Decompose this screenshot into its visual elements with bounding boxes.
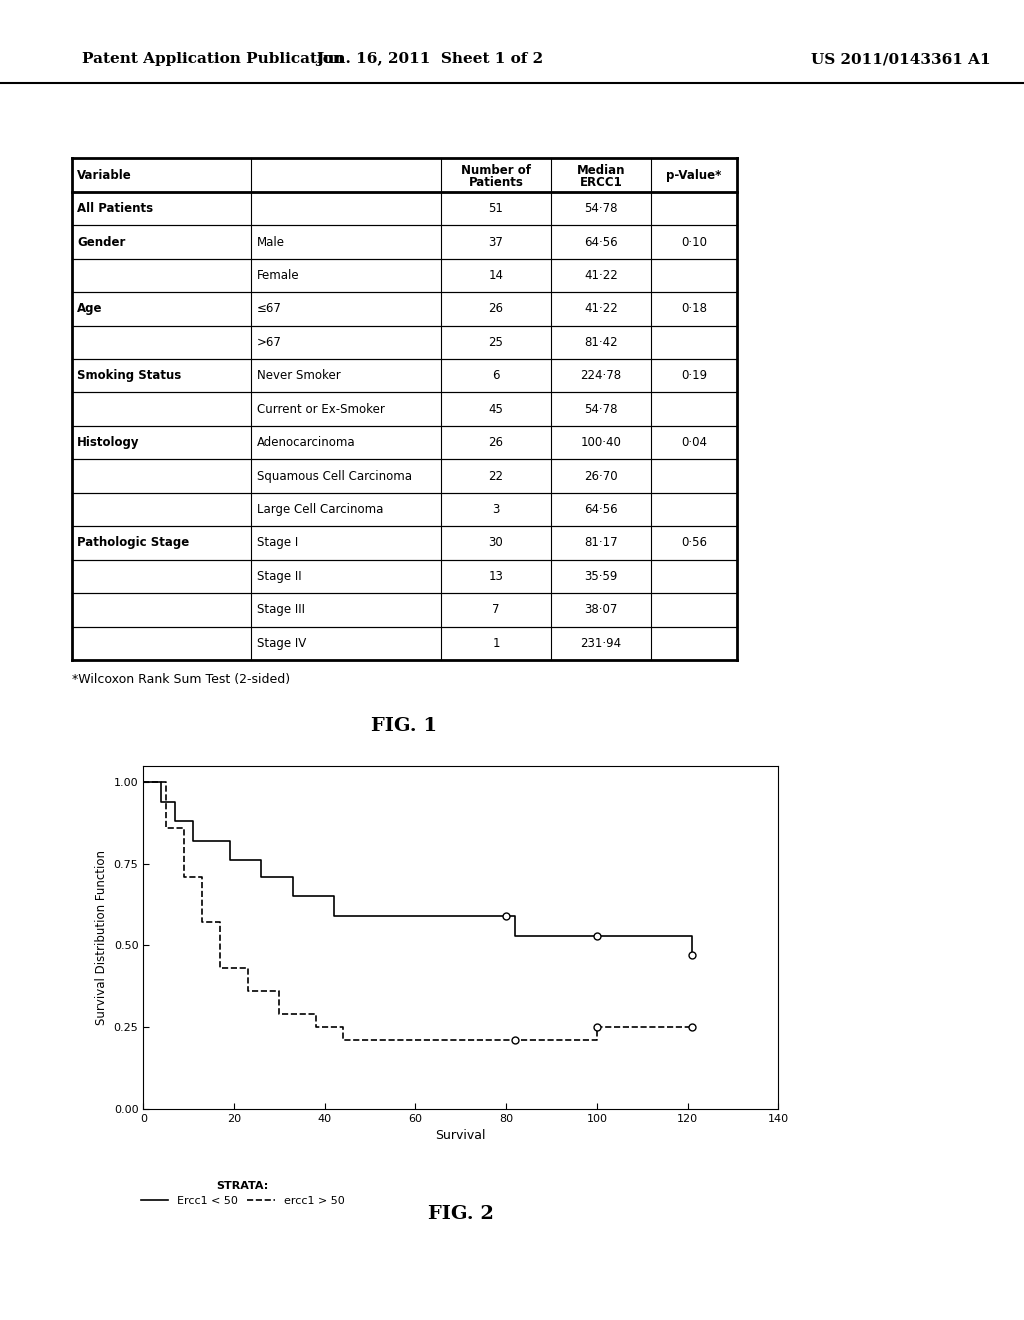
Text: Pathologic Stage: Pathologic Stage: [77, 536, 189, 549]
Text: 81·42: 81·42: [584, 335, 617, 348]
Text: >67: >67: [257, 335, 282, 348]
Y-axis label: Survival Distribution Function: Survival Distribution Function: [95, 850, 109, 1024]
Text: 25: 25: [488, 335, 504, 348]
Text: 35·59: 35·59: [584, 570, 617, 583]
Text: Smoking Status: Smoking Status: [77, 370, 181, 383]
Text: Current or Ex-Smoker: Current or Ex-Smoker: [257, 403, 385, 416]
Text: 38·07: 38·07: [584, 603, 617, 616]
Text: FIG. 1: FIG. 1: [372, 717, 437, 735]
Text: p-Value*: p-Value*: [667, 169, 722, 182]
Text: ≤67: ≤67: [257, 302, 282, 315]
Text: 6: 6: [493, 370, 500, 383]
Text: Squamous Cell Carcinoma: Squamous Cell Carcinoma: [257, 470, 412, 483]
Text: All Patients: All Patients: [77, 202, 154, 215]
Text: FIG. 2: FIG. 2: [428, 1205, 494, 1224]
Text: Female: Female: [257, 269, 299, 282]
X-axis label: Survival: Survival: [435, 1129, 486, 1142]
Text: 26: 26: [488, 436, 504, 449]
Text: 54·78: 54·78: [584, 403, 617, 416]
Text: Never Smoker: Never Smoker: [257, 370, 340, 383]
Text: 41·22: 41·22: [584, 302, 617, 315]
Text: 41·22: 41·22: [584, 269, 617, 282]
Text: Jun. 16, 2011  Sheet 1 of 2: Jun. 16, 2011 Sheet 1 of 2: [316, 51, 544, 66]
Text: 231·94: 231·94: [581, 636, 622, 649]
Text: Stage III: Stage III: [257, 603, 305, 616]
Text: 13: 13: [488, 570, 504, 583]
Text: Stage IV: Stage IV: [257, 636, 306, 649]
Text: Patients: Patients: [469, 176, 523, 189]
Text: 14: 14: [488, 269, 504, 282]
Text: 45: 45: [488, 403, 504, 416]
Text: ERCC1: ERCC1: [580, 176, 623, 189]
Text: Age: Age: [77, 302, 102, 315]
Text: 54·78: 54·78: [584, 202, 617, 215]
Legend: Ercc1 < 50, ercc1 > 50: Ercc1 < 50, ercc1 > 50: [136, 1176, 349, 1210]
Text: 0·19: 0·19: [681, 370, 708, 383]
Text: Median: Median: [577, 164, 625, 177]
Text: 22: 22: [488, 470, 504, 483]
Text: 81·17: 81·17: [584, 536, 617, 549]
Text: *Wilcoxon Rank Sum Test (2-sided): *Wilcoxon Rank Sum Test (2-sided): [72, 673, 290, 686]
Text: 3: 3: [493, 503, 500, 516]
Text: Patent Application Publication: Patent Application Publication: [82, 51, 344, 66]
Text: 0·56: 0·56: [681, 536, 707, 549]
Text: 51: 51: [488, 202, 504, 215]
Text: Stage II: Stage II: [257, 570, 301, 583]
Text: Adenocarcinoma: Adenocarcinoma: [257, 436, 355, 449]
Text: 0·10: 0·10: [681, 235, 707, 248]
Text: 0·18: 0·18: [681, 302, 707, 315]
Text: 224·78: 224·78: [581, 370, 622, 383]
Text: 0·04: 0·04: [681, 436, 707, 449]
Text: 7: 7: [493, 603, 500, 616]
Text: Male: Male: [257, 235, 285, 248]
Text: Number of: Number of: [461, 164, 531, 177]
Text: Large Cell Carcinoma: Large Cell Carcinoma: [257, 503, 383, 516]
Text: Variable: Variable: [77, 169, 132, 182]
Text: 30: 30: [488, 536, 504, 549]
Text: 100·40: 100·40: [581, 436, 622, 449]
Text: Gender: Gender: [77, 235, 125, 248]
Text: 26: 26: [488, 302, 504, 315]
Text: US 2011/0143361 A1: US 2011/0143361 A1: [811, 51, 991, 66]
Text: 37: 37: [488, 235, 504, 248]
Text: Histology: Histology: [77, 436, 139, 449]
Text: 1: 1: [493, 636, 500, 649]
Text: Stage I: Stage I: [257, 536, 298, 549]
Text: 64·56: 64·56: [584, 235, 617, 248]
Text: 26·70: 26·70: [584, 470, 617, 483]
Text: 64·56: 64·56: [584, 503, 617, 516]
